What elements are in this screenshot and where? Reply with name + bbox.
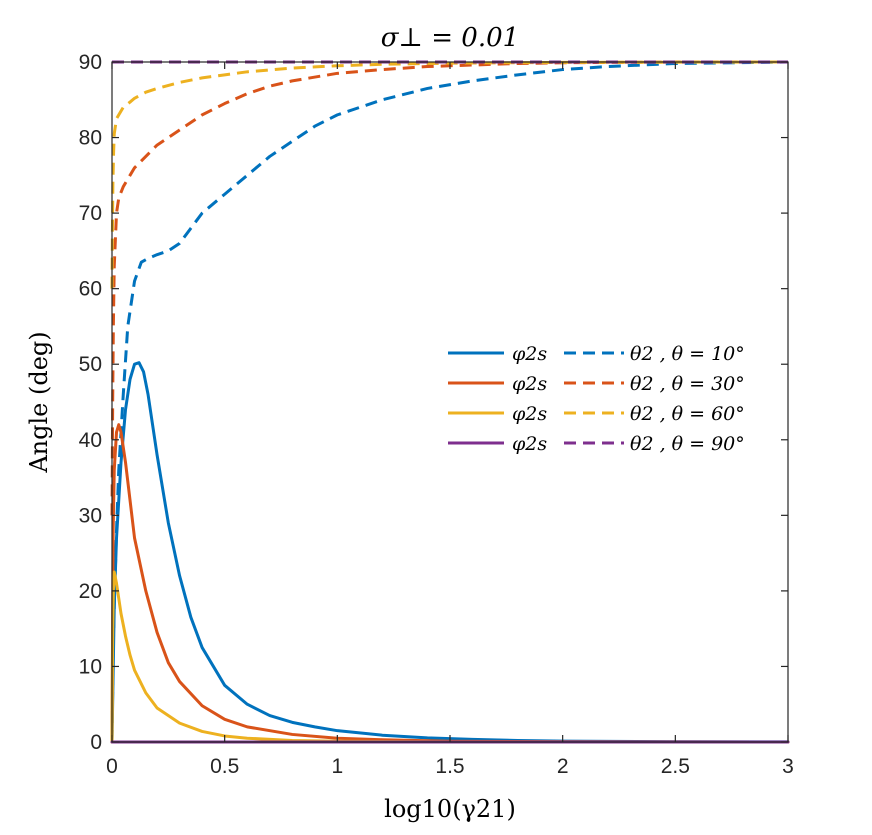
- legend-entry: φ2s θ2 , θ = 60°: [448, 403, 745, 425]
- chart-title: σ⊥ = 0.01: [381, 23, 519, 53]
- plot-lines: [110, 60, 790, 744]
- legend-dashed-label: θ2 , θ = 10°: [630, 343, 745, 365]
- y-axis-label: Angle (deg): [25, 331, 53, 473]
- legend-solid-label: φ2s: [512, 373, 547, 395]
- legend-solid-label: φ2s: [512, 403, 547, 425]
- y-tick-label: 30: [79, 504, 102, 527]
- legend-dashed-label: θ2 , θ = 90°: [630, 433, 745, 455]
- x-tick-label: 1: [331, 755, 343, 778]
- x-tick-label: 2.5: [661, 755, 690, 778]
- x-tick-label: 0.5: [210, 755, 239, 778]
- legend-entry: φ2s θ2 , θ = 90°: [448, 433, 745, 455]
- series-line-1: [110, 60, 789, 743]
- series-line-2: [110, 423, 790, 744]
- y-tick-label: 0: [90, 731, 102, 754]
- legend-solid-label: φ2s: [512, 433, 547, 455]
- legend: φ2s θ2 , θ = 10° φ2s θ2 , θ = 30° φ2s θ2 , θ …: [448, 343, 745, 455]
- x-tick-label: 3: [782, 755, 794, 778]
- y-tick-label: 60: [79, 278, 102, 301]
- x-tick-label: 0: [106, 755, 118, 778]
- plot-frame: [111, 61, 789, 743]
- axis-ticks: [111, 61, 789, 743]
- series-line-3: [110, 60, 788, 516]
- y-tick-label: 80: [79, 127, 102, 150]
- y-tick-label: 40: [79, 429, 102, 452]
- legend-entry: φ2s θ2 , θ = 30°: [448, 373, 745, 395]
- series-line-5: [110, 60, 789, 289]
- legend-dashed-label: θ2 , θ = 30°: [630, 373, 745, 395]
- y-tick-label: 70: [79, 202, 102, 225]
- y-tick-label: 10: [79, 655, 102, 678]
- y-tick-label: 20: [79, 580, 102, 603]
- x-axis-label: log10(γ21): [384, 795, 516, 823]
- legend-solid-label: φ2s: [512, 343, 547, 365]
- y-tick-label: 50: [79, 353, 102, 376]
- legend-entry: φ2s θ2 , θ = 10°: [448, 343, 745, 365]
- x-tick-label: 1.5: [435, 755, 464, 778]
- series-line-0: [110, 361, 790, 744]
- x-tick-label: 2: [557, 755, 569, 778]
- series-line-4: [110, 570, 790, 744]
- y-tick-label: 90: [79, 51, 102, 74]
- legend-dashed-label: θ2 , θ = 60°: [630, 403, 745, 425]
